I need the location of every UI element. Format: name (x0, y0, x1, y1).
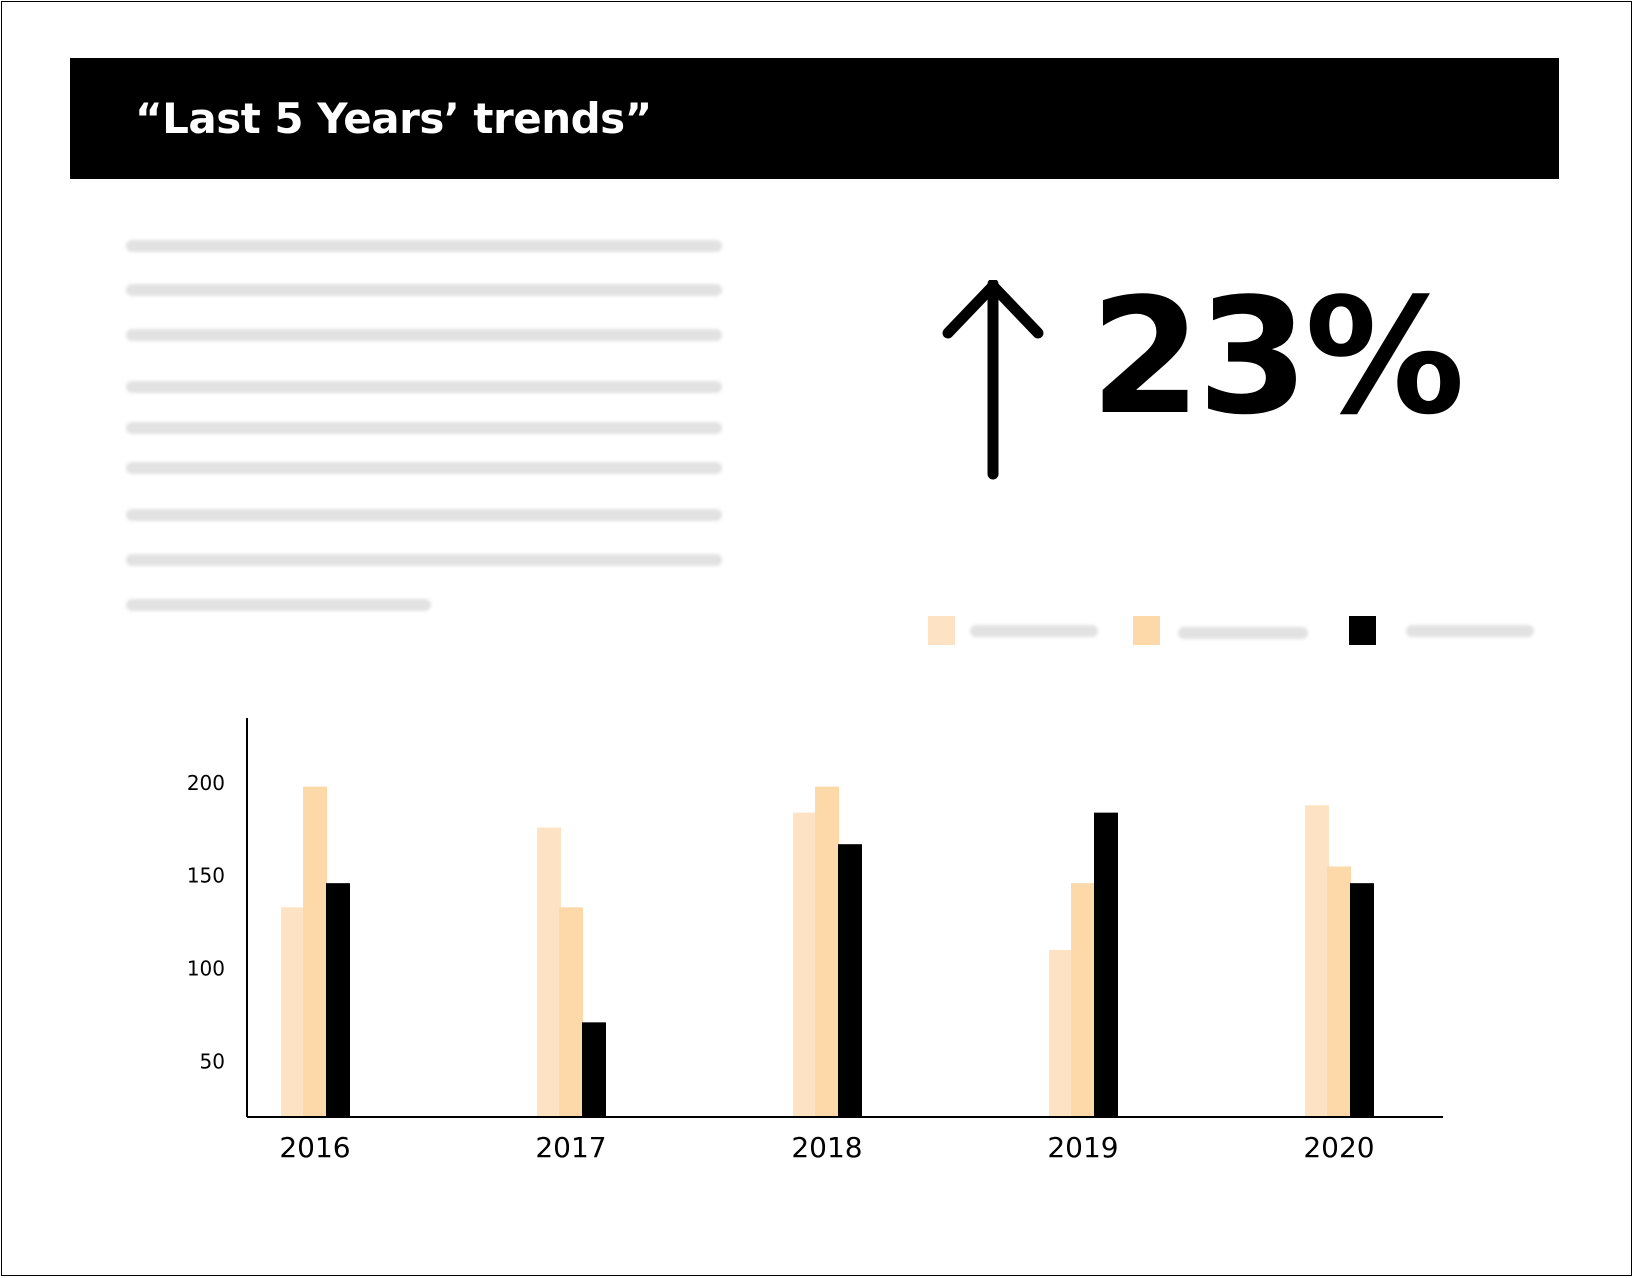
bar-2017-series-3 (582, 1022, 606, 1117)
bar-2020-series-2 (1327, 866, 1351, 1117)
y-tick-label: 100 (187, 957, 225, 981)
legend-swatch (1133, 616, 1160, 645)
x-tick-label: 2018 (791, 1131, 862, 1164)
x-tick-label: 2016 (279, 1131, 350, 1164)
legend-label-placeholder (1178, 627, 1308, 639)
page-title: “Last 5 Years’ trends” (135, 94, 652, 143)
x-tick-label: 2019 (1047, 1131, 1118, 1164)
bar-2019-series-1 (1049, 949, 1073, 1117)
bar-2017-series-2 (559, 907, 583, 1117)
chart-x-labels: 2016 2017 2018 2019 2020 (279, 1131, 1374, 1164)
placeholder-text-line (126, 329, 722, 341)
chart-axes (246, 718, 1443, 1118)
placeholder-text-line (126, 462, 722, 474)
bar-2020-series-3 (1350, 883, 1374, 1117)
x-tick-label: 2020 (1303, 1131, 1374, 1164)
y-tick-label: 150 (187, 864, 225, 888)
y-tick-label: 200 (187, 771, 225, 795)
chart-y-ticks: 50 100 150 200 (187, 771, 225, 1073)
bar-2018-series-2 (815, 786, 839, 1117)
header-bar: “Last 5 Years’ trends” (70, 58, 1559, 179)
y-tick-label: 50 (200, 1049, 225, 1073)
placeholder-text-block (126, 240, 726, 620)
bar-2020-series-1 (1305, 805, 1329, 1117)
bar-2019-series-3 (1094, 812, 1118, 1117)
chart-bars (281, 786, 1374, 1117)
legend-label-placeholder (1406, 625, 1534, 637)
arrow-up-icon (942, 280, 1044, 480)
bar-2018-series-1 (793, 812, 817, 1117)
kpi-block: 23% (940, 277, 1465, 480)
bar-2018-series-3 (838, 844, 862, 1117)
legend-swatch (928, 616, 955, 645)
placeholder-text-line (126, 422, 722, 434)
bar-2016-series-3 (326, 883, 350, 1117)
x-tick-label: 2017 (535, 1131, 606, 1164)
placeholder-text-line (126, 381, 722, 393)
chart-legend (928, 616, 1548, 646)
bar-2019-series-2 (1071, 883, 1095, 1117)
bar-2016-series-2 (303, 786, 327, 1117)
placeholder-text-line (126, 554, 722, 566)
legend-swatch (1349, 616, 1376, 645)
legend-label-placeholder (970, 625, 1098, 637)
placeholder-text-line (126, 509, 722, 521)
bar-2016-series-1 (281, 907, 305, 1117)
placeholder-text-line (126, 599, 431, 611)
placeholder-text-line (126, 240, 722, 252)
placeholder-text-line (126, 284, 722, 296)
kpi-value: 23% (1090, 263, 1465, 450)
bar-2017-series-1 (537, 827, 561, 1117)
